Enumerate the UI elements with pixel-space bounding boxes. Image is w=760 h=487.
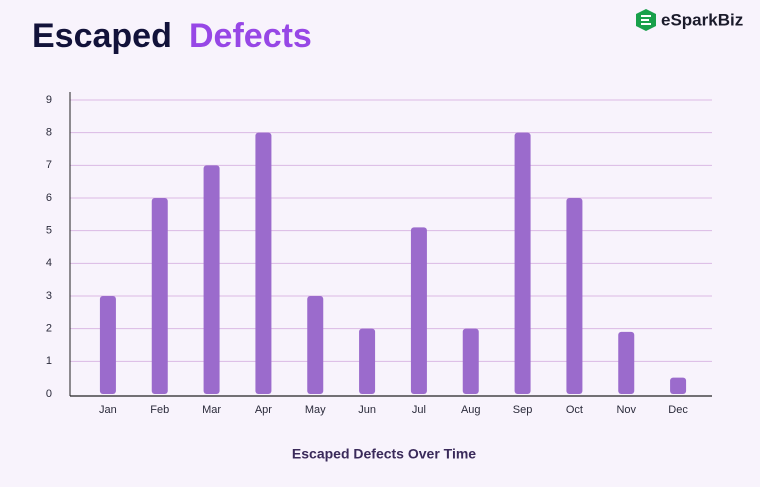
logo-icon-lines [641, 15, 651, 25]
bar [566, 198, 583, 394]
x-tick-label: Aug [461, 404, 481, 416]
brand-name: eSparkBiz [661, 10, 743, 29]
bar [203, 165, 220, 394]
y-tick-label: 8 [46, 127, 52, 139]
y-tick-label: 9 [46, 94, 52, 106]
y-tick-label: 1 [46, 355, 52, 367]
bar [307, 296, 324, 394]
y-tick-label: 2 [46, 323, 52, 335]
bar [462, 328, 479, 394]
bar [255, 132, 272, 394]
brand-logo: eSparkBiz [636, 9, 743, 31]
y-tick-label: 4 [46, 257, 52, 269]
y-tick-label: 0 [46, 388, 52, 400]
bar [670, 377, 687, 394]
x-tick-label: Mar [202, 404, 221, 416]
x-axis-label: Escaped Defects Over Time [292, 446, 476, 462]
y-tick-label: 3 [46, 290, 52, 302]
x-tick-label: Jun [358, 404, 376, 416]
bar [99, 296, 116, 394]
x-tick-label: Nov [616, 404, 636, 416]
y-tick-label: 5 [46, 225, 52, 237]
x-tick-label: Oct [566, 404, 583, 416]
bar [410, 227, 427, 394]
bar [618, 331, 635, 394]
chart-title-part: Defects [189, 17, 312, 55]
x-tick-label: Jul [412, 404, 426, 416]
x-tick-label: Jan [99, 404, 117, 416]
bar [514, 132, 531, 394]
y-tick-label: 7 [46, 159, 52, 171]
x-tick-label: Apr [255, 404, 272, 416]
x-tick-label: May [305, 404, 326, 416]
chart-title-part: Escaped [32, 17, 172, 55]
bar [359, 328, 376, 394]
x-tick-label: Feb [150, 404, 169, 416]
x-tick-label: Dec [668, 404, 688, 416]
y-tick-label: 6 [46, 192, 52, 204]
x-tick-label: Sep [513, 404, 533, 416]
bar [151, 198, 168, 394]
